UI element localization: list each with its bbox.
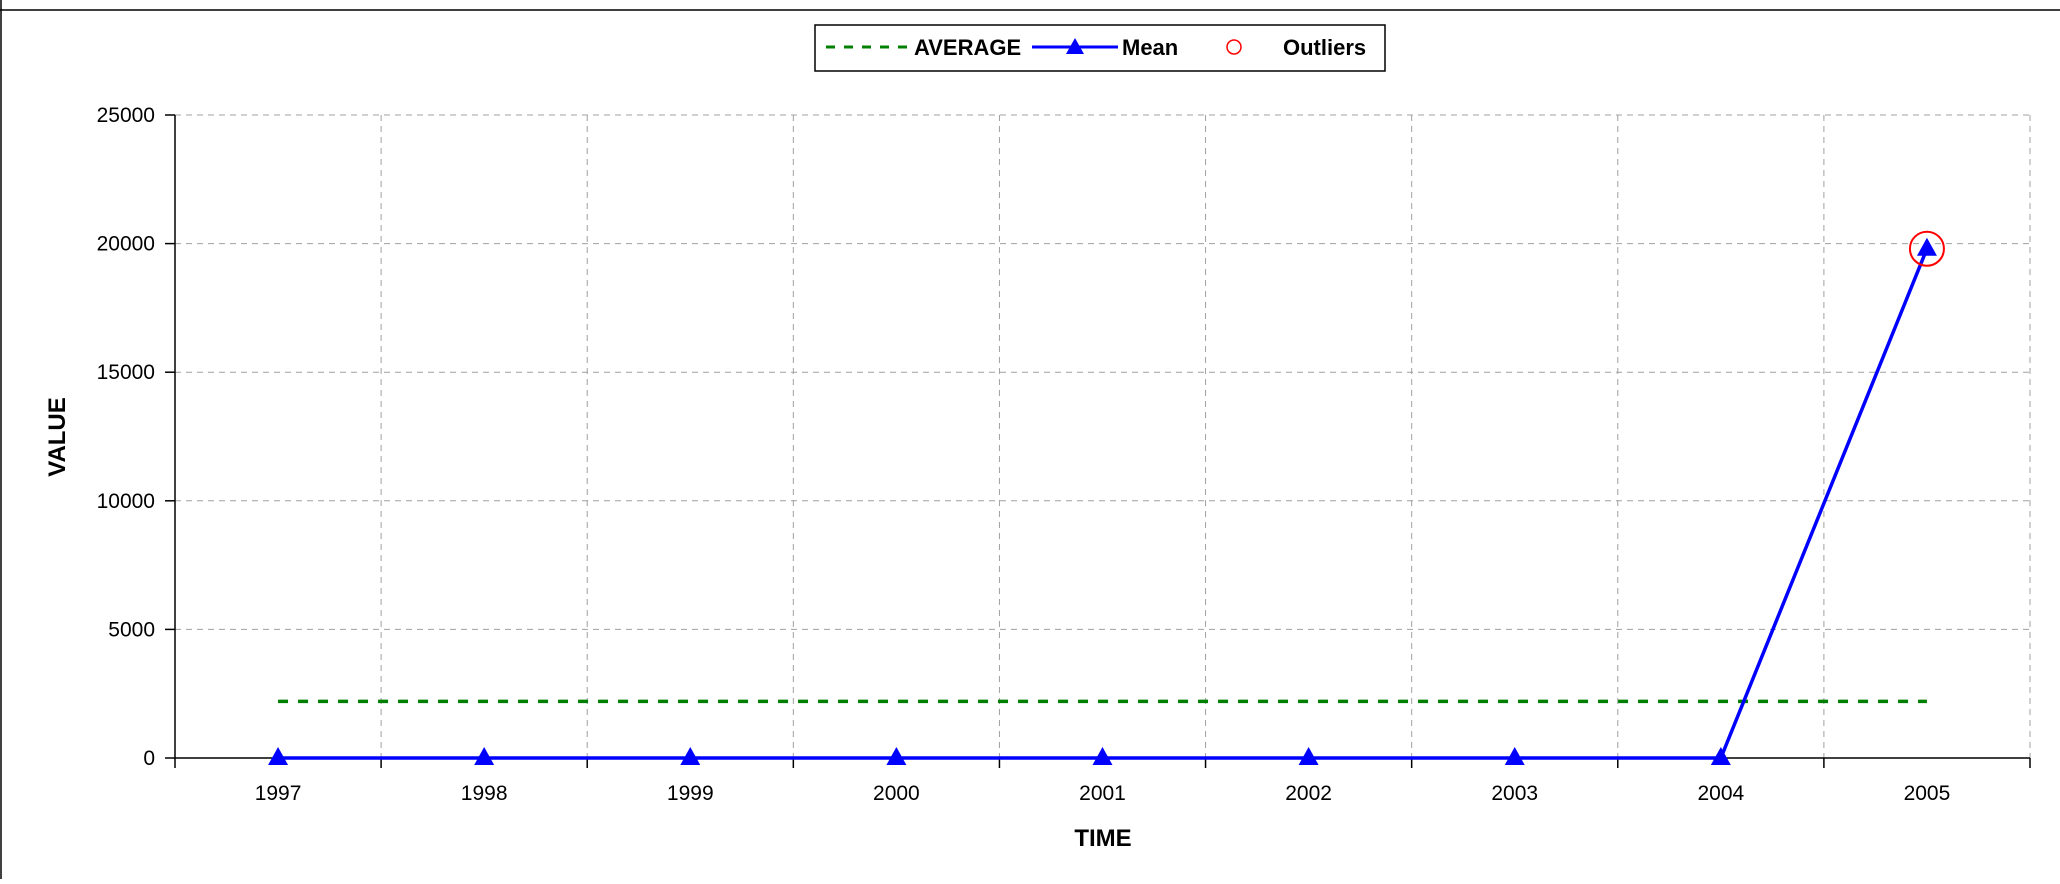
mean-point-marker [1710,747,1731,765]
x-tick-label: 1998 [461,782,508,805]
x-tick-label: 2003 [1491,782,1538,805]
legend-average-label: AVERAGE [914,35,1021,60]
y-tick-labels: 0 5000 10000 15000 20000 25000 [97,104,155,770]
y-tick-label: 20000 [97,233,155,256]
mean-point-marker [1298,747,1319,765]
legend-outliers-label: Outliers [1283,35,1366,60]
y-tick-label: 10000 [97,490,155,513]
y-tick-label: 5000 [108,618,155,641]
series-layer [268,230,1945,765]
legend-mean-marker [1066,38,1084,54]
y-tick-label: 15000 [97,361,155,384]
grid [175,114,2031,758]
legend-mean-label: Mean [1122,35,1178,60]
axes [165,114,2031,768]
x-tick-label: 2005 [1904,782,1951,805]
x-tick-label: 2004 [1697,782,1744,805]
mean-point-marker [1916,237,1937,256]
mean-point-marker [680,747,701,765]
outlier-marker [1908,230,1945,267]
legend-outliers-marker [1226,39,1242,55]
mean-point-marker [886,747,907,765]
mean-point-marker [268,747,289,765]
x-axis-title: TIME [1074,825,1131,852]
mean-point-marker [1092,747,1113,765]
mean-line [278,248,1929,760]
y-tick-label: 25000 [97,104,155,127]
x-tick-label: 2000 [873,782,920,805]
mean-point-marker [474,747,495,765]
y-axis-title: VALUE [44,397,71,477]
x-tick-label: 2001 [1079,782,1126,805]
x-tick-label: 1999 [667,782,714,805]
legend: AVERAGE Mean Outliers [814,24,1386,72]
x-tick-labels: 1997 1998 1999 2000 2001 2002 2003 2004 2005 [255,782,1951,805]
x-tick-label: 2002 [1285,782,1332,805]
mean-point-marker [1504,747,1525,765]
y-tick-label: 0 [143,747,155,770]
x-tick-label: 1997 [255,782,302,805]
